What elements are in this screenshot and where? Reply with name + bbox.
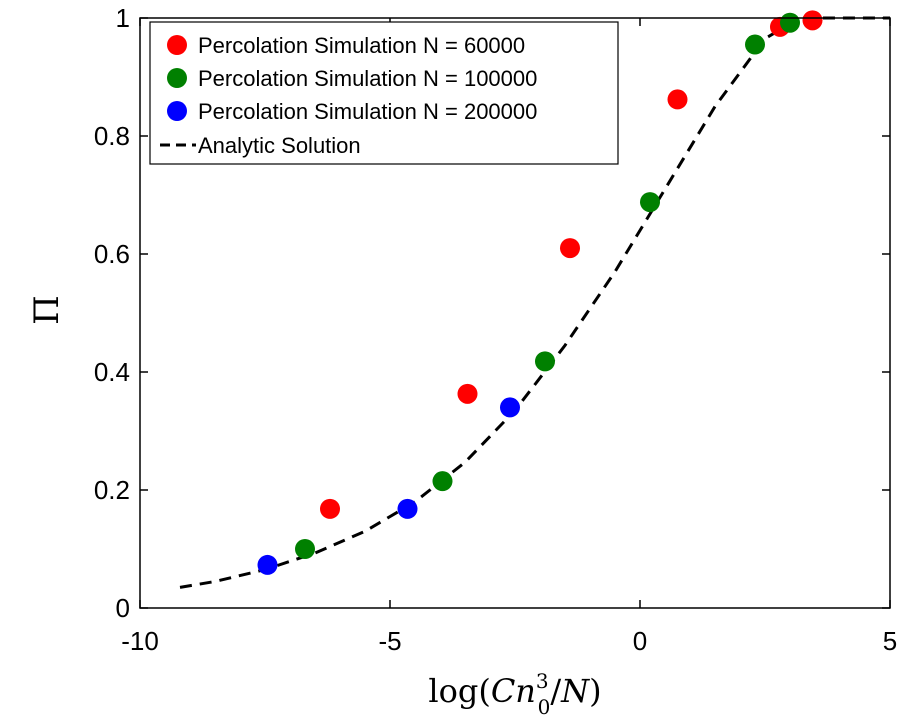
y-tick-label-3: 0.6	[94, 239, 130, 269]
series-2-point-0	[257, 554, 278, 575]
series-1-point-5	[780, 12, 800, 33]
series-1-point-0	[295, 539, 315, 559]
legend: Percolation Simulation N = 60000 Percolat…	[149, 21, 619, 165]
x-axis-label-suffix: )	[589, 672, 601, 710]
x-tick-label-0: -10	[121, 626, 159, 656]
x-tick-label-1: -5	[378, 626, 401, 656]
x-axis-label-var1: Cn	[491, 672, 536, 710]
y-tick-label-1: 0.2	[94, 475, 130, 505]
x-axis-label-var2: N	[560, 672, 590, 710]
series-1-point-4	[745, 34, 765, 55]
x-tick-label-3: 5	[883, 626, 897, 656]
x-axis-label-prefix: log(	[428, 672, 490, 710]
series-2-point-2	[500, 397, 520, 418]
series-2-point-1	[397, 498, 418, 519]
legend-label-0: Percolation Simulation N = 60000	[198, 33, 525, 58]
series-0-point-0	[320, 498, 340, 519]
y-tick-label-2: 0.4	[94, 357, 130, 387]
legend-marker-0	[167, 35, 187, 55]
data-points-layer	[257, 10, 823, 575]
x-tick-label-2: 0	[633, 626, 647, 656]
series-1-point-1	[432, 471, 453, 492]
series-1-point-2	[535, 351, 555, 372]
legend-label-2: Percolation Simulation N = 200000	[198, 99, 537, 124]
x-axis-label-superscript: 3	[536, 669, 549, 693]
y-axis-label: Π	[27, 295, 67, 325]
plot-frame	[139, 17, 891, 609]
y-tick-label-5: 1	[116, 3, 130, 33]
legend-box	[149, 21, 619, 165]
x-axis-label-slash: /	[550, 672, 561, 710]
y-tick-label-0: 0	[116, 593, 130, 623]
legend-marker-2	[167, 101, 187, 121]
tick-labels: -10 -5 0 5 0 0.2 0.4 0.6 0.8 1	[94, 3, 897, 656]
legend-label-3: Analytic Solution	[198, 133, 361, 158]
series-0-point-1	[457, 383, 478, 404]
x-axis-label: log(Cn3 0/N)	[428, 669, 601, 719]
legend-label-1: Percolation Simulation N = 100000	[198, 66, 537, 91]
series-0-point-2	[560, 238, 580, 259]
legend-marker-1	[167, 68, 187, 88]
series-0-point-3	[667, 89, 688, 110]
y-tick-label-4: 0.8	[94, 121, 130, 151]
series-0-point-5	[802, 10, 823, 31]
series-1-point-3	[640, 192, 660, 213]
x-axis-label-subscript: 0	[538, 695, 551, 719]
